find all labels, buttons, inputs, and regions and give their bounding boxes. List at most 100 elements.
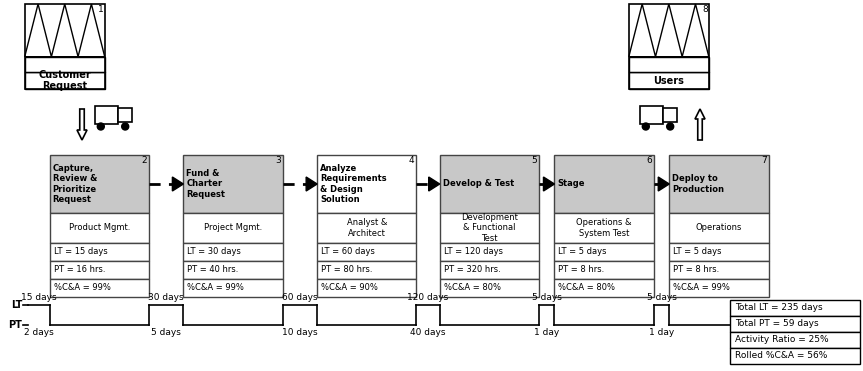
Bar [317,213,416,243]
Bar [184,261,283,279]
Text: LT = 30 days: LT = 30 days [187,247,242,256]
Bar [50,261,149,279]
Text: 1 day: 1 day [534,328,559,337]
Text: 1 day: 1 day [649,328,674,337]
Circle shape [642,123,649,130]
Polygon shape [25,4,104,57]
Text: Activity Ratio = 25%: Activity Ratio = 25% [735,335,828,345]
Bar [730,348,860,364]
Bar [25,57,104,72]
Text: Total PT = 59 days: Total PT = 59 days [735,319,819,328]
Bar [670,155,768,213]
Text: Fund &
Charter
Request: Fund & Charter Request [186,169,225,199]
Text: %C&A = 99%: %C&A = 99% [673,283,730,292]
Bar [317,243,416,261]
Bar [317,155,416,213]
Text: Capture,
Review &
Prioritize
Request: Capture, Review & Prioritize Request [53,164,97,204]
Bar [50,279,149,297]
Bar [439,155,539,213]
Text: %C&A = 80%: %C&A = 80% [444,283,501,292]
Bar [629,4,709,89]
Bar [50,213,149,243]
Text: Stage: Stage [557,180,585,188]
Bar [184,279,283,297]
Text: PT = 8 hrs.: PT = 8 hrs. [673,266,720,275]
Bar [640,106,663,124]
Text: Product Mgmt.: Product Mgmt. [68,223,130,233]
Circle shape [98,123,104,130]
Circle shape [667,123,674,130]
Text: Operations: Operations [696,223,742,233]
Polygon shape [306,177,317,191]
Text: Analyze
Requirements
& Design
Solution: Analyze Requirements & Design Solution [320,164,387,204]
Text: 3: 3 [275,156,280,165]
Text: 2 days: 2 days [24,328,54,337]
Bar [25,4,104,89]
Text: PT: PT [8,320,22,330]
Text: Analyst &
Architect: Analyst & Architect [347,218,387,238]
Bar [317,261,416,279]
Text: Project Mgmt.: Project Mgmt. [204,223,262,233]
Bar [629,57,709,72]
Circle shape [122,123,129,130]
Text: 5 days: 5 days [646,293,677,302]
Text: %C&A = 99%: %C&A = 99% [54,283,110,292]
Bar [554,155,654,213]
Bar [670,279,768,297]
Text: LT: LT [10,300,22,310]
Text: 30 days: 30 days [148,293,184,302]
Bar [629,72,709,89]
Text: PT = 80 hrs.: PT = 80 hrs. [321,266,373,275]
Text: %C&A = 80%: %C&A = 80% [558,283,615,292]
Text: LT = 5 days: LT = 5 days [558,247,607,256]
Bar [730,316,860,332]
Bar [554,243,654,261]
Text: 5: 5 [532,156,537,165]
Text: Users: Users [653,76,684,85]
Text: PT = 320 hrs.: PT = 320 hrs. [444,266,501,275]
Text: LT = 15 days: LT = 15 days [54,247,107,256]
Text: Operations &
System Test: Operations & System Test [576,218,632,238]
Text: 10 days: 10 days [282,328,318,337]
Bar [663,108,677,122]
Bar [25,72,104,89]
Text: 8: 8 [702,5,708,14]
Bar [439,261,539,279]
Bar [184,243,283,261]
Text: 5 days: 5 days [151,328,181,337]
Polygon shape [695,109,705,140]
Text: PT = 16 hrs.: PT = 16 hrs. [54,266,105,275]
Text: 40 days: 40 days [410,328,446,337]
Bar [439,213,539,243]
Text: Customer
Request: Customer Request [38,70,91,91]
Bar [317,279,416,297]
Bar [554,261,654,279]
Polygon shape [658,177,670,191]
Text: 2: 2 [142,156,147,165]
Polygon shape [629,4,709,57]
Polygon shape [429,177,439,191]
Text: LT = 120 days: LT = 120 days [444,247,503,256]
Text: Rolled %C&A = 56%: Rolled %C&A = 56% [735,351,828,361]
Text: PT = 40 hrs.: PT = 40 hrs. [187,266,239,275]
Bar [50,243,149,261]
Text: PT = 8 hrs.: PT = 8 hrs. [558,266,605,275]
Bar [554,213,654,243]
Polygon shape [544,177,554,191]
Text: %C&A = 90%: %C&A = 90% [321,283,378,292]
Text: 60 days: 60 days [282,293,318,302]
Polygon shape [77,109,87,140]
Text: 6: 6 [646,156,652,165]
Bar [670,243,768,261]
Text: Development
& Functional
Test: Development & Functional Test [461,213,518,243]
Text: LT = 60 days: LT = 60 days [321,247,375,256]
Text: 1: 1 [98,5,104,14]
Bar [554,279,654,297]
Text: %C&A = 99%: %C&A = 99% [187,283,244,292]
Text: LT = 5 days: LT = 5 days [673,247,721,256]
Bar [95,106,118,124]
Bar [439,279,539,297]
Bar [730,300,860,316]
Text: 7: 7 [761,156,766,165]
Bar [184,213,283,243]
